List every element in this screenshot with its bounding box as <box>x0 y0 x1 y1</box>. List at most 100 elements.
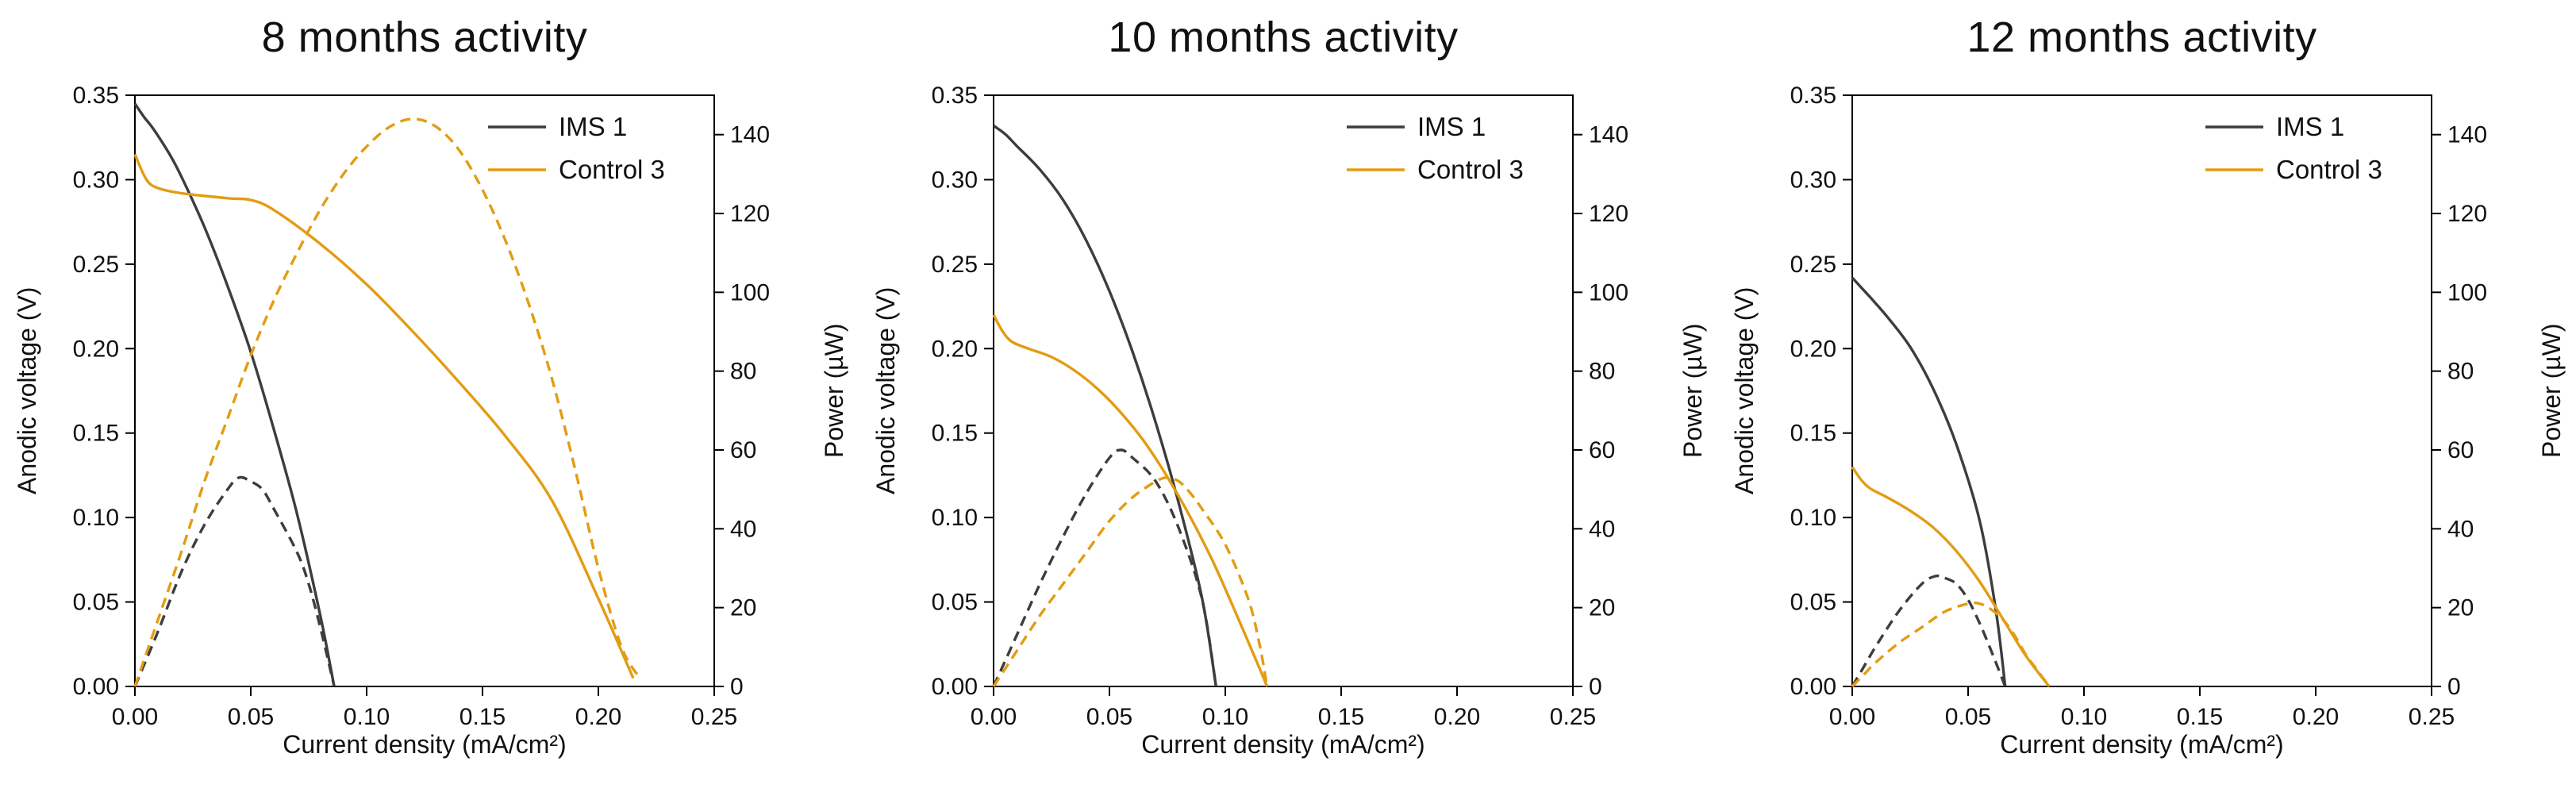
y-right-tick-label: 80 <box>2447 359 2474 385</box>
y-right-tick-label: 20 <box>730 595 756 621</box>
legend-label: IMS 1 <box>1417 112 1486 141</box>
series-control-3-voltage <box>133 153 635 679</box>
chart-panel-8-months: 8 months activity Anodic voltage (V) Pow… <box>0 0 859 792</box>
plot-frame <box>134 94 715 687</box>
series-control-3-voltage <box>1851 466 2051 688</box>
series-ims-1-voltage <box>992 124 1217 687</box>
y-left-tick-label: 0.05 <box>73 590 119 616</box>
legend-label: Control 3 <box>1417 155 1524 184</box>
y-right-tick-label: 120 <box>1589 201 1628 227</box>
y-left-tick-label: 0.20 <box>932 336 978 362</box>
plot-frame <box>993 94 1574 687</box>
x-tick-label: 0.10 <box>2061 704 2107 730</box>
plot-area: 0.00 0.05 0.10 0.15 0.20 0.25 0.00 0.05 0.10 0.15… <box>932 83 1628 730</box>
y-right-tick-label: 100 <box>730 279 770 306</box>
y-left-tick-label: 0.05 <box>932 590 978 616</box>
x-tick-label: 0.00 <box>971 704 1017 730</box>
x-tick-label: 0.00 <box>1829 704 1875 730</box>
y-left-tick-label: 0.25 <box>932 252 978 278</box>
series-ims-1-power <box>133 475 336 687</box>
x-tick-label: 0.00 <box>112 704 158 730</box>
x-tick-label: 0.20 <box>2293 704 2339 730</box>
x-tick-label: 0.05 <box>1086 704 1132 730</box>
y-left-tick-label: 0.00 <box>1790 674 1836 700</box>
legend-label: IMS 1 <box>2276 112 2344 141</box>
series-ims-1-power <box>992 448 1217 687</box>
x-tick-label: 0.25 <box>691 704 737 730</box>
y-right-tick-label: 80 <box>730 359 756 385</box>
x-axis-label: Current density (mA/cm²) <box>2000 730 2284 759</box>
x-tick-label: 0.10 <box>1202 704 1248 730</box>
x-tick-label: 0.15 <box>2177 704 2223 730</box>
x-tick-label: 0.20 <box>1434 704 1480 730</box>
y-right-tick-label: 140 <box>2447 122 2487 148</box>
y-right-tick-label: 120 <box>2447 201 2487 227</box>
series-control-3-power <box>1851 601 2051 688</box>
y-left-tick-label: 0.10 <box>932 505 978 531</box>
series-ims-1-voltage <box>1851 276 2007 687</box>
chart-panel-12-months: 12 months activity Anodic voltage (V) Po… <box>1717 0 2576 792</box>
y-left-tick-label: 0.10 <box>1790 505 1836 531</box>
y-right-tick-label: 100 <box>2447 279 2487 306</box>
y-left-tick-label: 0.05 <box>1790 590 1836 616</box>
y-right-tick-label: 0 <box>1589 674 1602 700</box>
y-left-tick-label: 0.00 <box>932 674 978 700</box>
x-tick-label: 0.25 <box>1550 704 1596 730</box>
legend-label: Control 3 <box>559 155 665 184</box>
y-right-tick-label: 60 <box>730 437 756 463</box>
x-axis-label: Current density (mA/cm²) <box>283 730 567 759</box>
y-left-tick-label: 0.30 <box>73 167 119 193</box>
y-right-tick-label: 40 <box>1589 516 1615 542</box>
y-left-tick-label: 0.10 <box>73 505 119 531</box>
x-tick-label: 0.05 <box>1945 704 1991 730</box>
series-control-3-power <box>992 476 1269 687</box>
plot-area: 0.00 0.05 0.10 0.15 0.20 0.25 0.00 0.05 0.10 0.15… <box>73 83 770 730</box>
chart-title: 8 months activity <box>261 13 588 61</box>
y-right-tick-label: 40 <box>2447 516 2474 542</box>
y-right-tick-label: 80 <box>1589 359 1615 385</box>
y-left-tick-label: 0.15 <box>932 421 978 447</box>
x-tick-label: 0.25 <box>2409 704 2455 730</box>
y-left-tick-label: 0.30 <box>932 167 978 193</box>
y-right-tick-label: 0 <box>730 674 744 700</box>
x-tick-label: 0.10 <box>344 704 390 730</box>
x-tick-label: 0.05 <box>228 704 274 730</box>
series-ims-1-voltage <box>133 102 336 687</box>
x-tick-label: 0.20 <box>575 704 621 730</box>
y-left-tick-label: 0.00 <box>73 674 119 700</box>
y-left-tick-label: 0.25 <box>73 252 119 278</box>
y-right-tick-label: 40 <box>730 516 756 542</box>
x-axis-label: Current density (mA/cm²) <box>1141 730 1425 759</box>
y-right-tick-label: 140 <box>1589 122 1628 148</box>
plot-frame <box>1851 94 2432 687</box>
series-control-3-power <box>133 117 642 687</box>
y-left-tick-label: 0.35 <box>1790 83 1836 109</box>
legend-label: IMS 1 <box>559 112 627 141</box>
y-right-tick-label: 20 <box>1589 595 1615 621</box>
y-right-tick-label: 60 <box>1589 437 1615 463</box>
y-right-tick-label: 120 <box>730 201 770 227</box>
legend-label: Control 3 <box>2276 155 2382 184</box>
y-right-tick-label: 60 <box>2447 437 2474 463</box>
y-left-tick-label: 0.35 <box>932 83 978 109</box>
y-right-tick-label: 140 <box>730 122 770 148</box>
y-left-tick-label: 0.15 <box>1790 421 1836 447</box>
chart-panel-10-months: 10 months activity Anodic voltage (V) Po… <box>859 0 1717 792</box>
plot-area: 0.00 0.05 0.10 0.15 0.20 0.25 0.00 0.05 0.10 0.15… <box>1790 83 2487 730</box>
y-left-tick-label: 0.20 <box>1790 336 1836 362</box>
y-right-tick-label: 100 <box>1589 279 1628 306</box>
chart-title: 12 months activity <box>1967 13 2317 61</box>
x-tick-label: 0.15 <box>459 704 506 730</box>
y-left-tick-label: 0.20 <box>73 336 119 362</box>
y-right-tick-label: 0 <box>2447 674 2461 700</box>
y-right-tick-label: 20 <box>2447 595 2474 621</box>
y-left-tick-label: 0.25 <box>1790 252 1836 278</box>
y-left-tick-label: 0.35 <box>73 83 119 109</box>
x-tick-label: 0.15 <box>1318 704 1364 730</box>
series-ims-1-power <box>1851 574 2007 687</box>
y-left-tick-label: 0.30 <box>1790 167 1836 193</box>
series-control-3-voltage <box>992 313 1269 687</box>
y-left-tick-label: 0.15 <box>73 421 119 447</box>
chart-title: 10 months activity <box>1108 13 1459 61</box>
